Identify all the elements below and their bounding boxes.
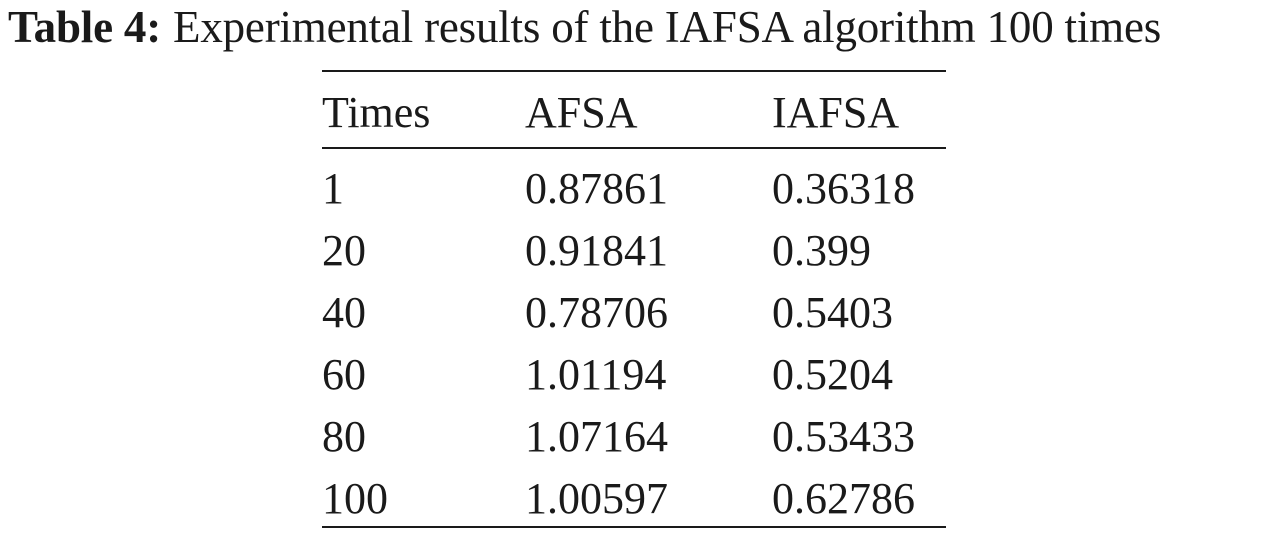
cell-times: 20 xyxy=(322,226,366,275)
cell-iafsa: 0.5403 xyxy=(772,288,893,337)
table-row: 100 1.00597 0.62786 xyxy=(322,468,946,530)
cell-iafsa: 0.36318 xyxy=(772,164,915,213)
table-row: 60 1.01194 0.5204 xyxy=(322,344,946,406)
cell-afsa: 0.87861 xyxy=(525,164,668,213)
cell-times: 40 xyxy=(322,288,366,337)
table-row: 20 0.91841 0.399 xyxy=(322,220,946,282)
header-times: Times xyxy=(322,88,431,137)
cell-afsa: 1.01194 xyxy=(525,350,667,399)
table-row: 80 1.07164 0.53433 xyxy=(322,406,946,468)
caption-label: Table 4: xyxy=(8,2,162,52)
cell-afsa: 1.00597 xyxy=(525,474,668,523)
header-afsa: AFSA xyxy=(525,88,638,137)
table-row: 1 0.87861 0.36318 xyxy=(322,158,946,220)
table-row: 40 0.78706 0.5403 xyxy=(322,282,946,344)
cell-afsa: 1.07164 xyxy=(525,412,668,461)
cell-times: 100 xyxy=(322,474,388,523)
cell-afsa: 0.91841 xyxy=(525,226,668,275)
cell-times: 60 xyxy=(322,350,366,399)
cell-iafsa: 0.5204 xyxy=(772,350,893,399)
cell-times: 80 xyxy=(322,412,366,461)
table-caption: Table 4: Experimental results of the IAFS… xyxy=(8,2,1161,52)
cell-afsa: 0.78706 xyxy=(525,288,668,337)
table-header-row: Times AFSA IAFSA xyxy=(322,82,946,144)
cell-iafsa: 0.53433 xyxy=(772,412,915,461)
table-bottom-rule xyxy=(322,526,946,528)
caption-text: Experimental results of the IAFSA algori… xyxy=(173,2,1162,52)
cell-iafsa: 0.399 xyxy=(772,226,871,275)
cell-iafsa: 0.62786 xyxy=(772,474,915,523)
table-header-rule xyxy=(322,147,946,149)
table-top-rule xyxy=(322,70,946,72)
cell-times: 1 xyxy=(322,164,344,213)
header-iafsa: IAFSA xyxy=(772,88,900,137)
